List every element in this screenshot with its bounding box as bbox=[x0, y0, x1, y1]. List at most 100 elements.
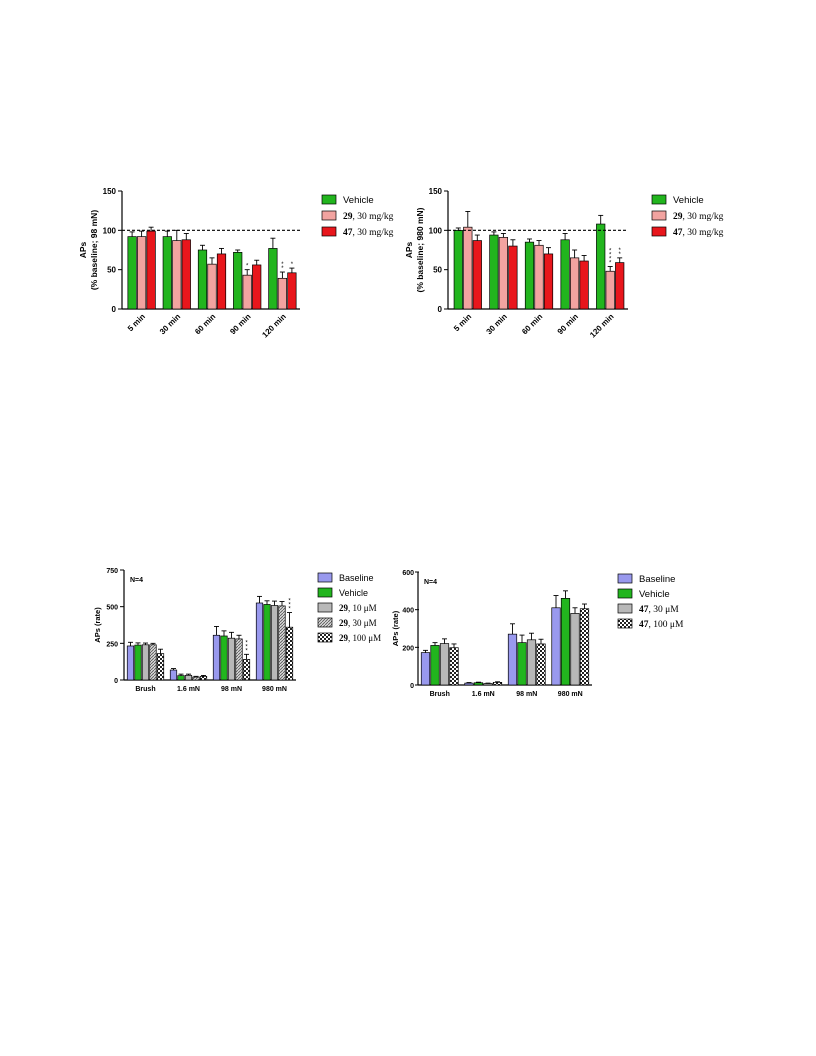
legend-swatch-vehicle bbox=[317, 587, 333, 598]
bar-29-100-m-98-mn bbox=[242, 659, 251, 681]
bar-47-30-mg-kg-5-min bbox=[472, 240, 482, 310]
bar-vehicle-120-min bbox=[268, 248, 278, 310]
legend-swatch-vehicle bbox=[617, 588, 633, 599]
legend-swatch-vehicle bbox=[651, 194, 667, 205]
bar-vehicle-30-min bbox=[162, 236, 172, 310]
n-label: N=4 bbox=[130, 577, 143, 584]
x-tick-label: 120 min bbox=[588, 312, 616, 340]
bar-47-30-mg-kg-30-min bbox=[508, 245, 518, 310]
bar-29-30-mg-kg-30-min bbox=[498, 237, 509, 310]
bar-vehicle-brush bbox=[134, 644, 142, 681]
legend-swatch-29-30-mg-kg bbox=[321, 210, 337, 221]
y-tick-label: 750 bbox=[106, 568, 118, 575]
bar-47-30-mg-kg-120-min bbox=[287, 272, 297, 310]
x-tick-label: 1.6 mN bbox=[472, 691, 495, 698]
y-tick-label: 250 bbox=[106, 641, 118, 648]
bar-29-30-mg-kg-120-min bbox=[277, 277, 287, 310]
legend-label-29-30-m: 29, 30 μM bbox=[339, 618, 377, 628]
bar-baseline-1-6-mn bbox=[169, 669, 178, 681]
x-tick-label: 1.6 mN bbox=[177, 686, 200, 693]
n-label: N=4 bbox=[424, 579, 437, 586]
bar-29-100-m-brush bbox=[156, 653, 165, 681]
y-tick-label: 100 bbox=[103, 226, 117, 235]
y-tick-label: 600 bbox=[402, 570, 414, 577]
bar-vehicle-5-min bbox=[127, 236, 137, 310]
x-tick-label: 98 mN bbox=[221, 686, 242, 693]
x-tick-label: 30 min bbox=[158, 312, 182, 336]
bar-47-100-m-98-mn bbox=[536, 643, 546, 686]
y-tick-label: 0 bbox=[112, 305, 117, 314]
bar-29-30-mg-kg-60-min bbox=[534, 244, 544, 310]
legend-label-47-100-m: 47, 100 μM bbox=[639, 620, 684, 630]
bar-29-30-mg-kg-5-min bbox=[136, 236, 147, 310]
bar-29-30-mg-kg-90-min bbox=[570, 257, 580, 310]
legend-swatch-baseline bbox=[317, 572, 333, 583]
bar-47-30-mg-kg-60-min bbox=[216, 253, 227, 310]
chart-compound-29-rate: 0 250 500 750 APs (rate) N=4 Brush 1.6 mN 98 mN 9… bbox=[88, 562, 418, 719]
legend-label-vehicle: Vehicle bbox=[339, 588, 368, 598]
x-tick-label: 90 min bbox=[556, 312, 580, 336]
bar-47-30-m-980-mn bbox=[570, 613, 580, 686]
bar-47-30-mg-kg-5-min bbox=[146, 230, 156, 310]
bar-vehicle-60-min bbox=[524, 241, 535, 310]
x-tick-label: 60 min bbox=[193, 312, 217, 336]
bar-29-30-m-1-6-mn bbox=[192, 676, 200, 681]
legend-label-29-30-mg-kg: 29, 30 mg/kg bbox=[343, 212, 394, 222]
bar-baseline-980-mn bbox=[551, 607, 561, 686]
legend-swatch-29-30-m bbox=[317, 617, 333, 628]
bar-29-10-m-1-6-mn bbox=[184, 674, 193, 681]
significance-marker: * * * bbox=[288, 599, 291, 613]
legend-label-29-30-mg-kg: 29, 30 mg/kg bbox=[673, 212, 724, 222]
chart-98mn-time-course: 0 50 100 150 APs (% baseline; 98 mN) 5 min 30 m… bbox=[76, 182, 396, 352]
y-tick-label: 150 bbox=[103, 187, 117, 196]
bar-vehicle-120-min bbox=[596, 223, 606, 310]
y-tick-label: 400 bbox=[402, 608, 414, 615]
bar-47-30-m-98-mn bbox=[526, 639, 537, 686]
bar-vehicle-90-min bbox=[560, 239, 570, 310]
y-axis-label-line2: (% baseline; 98 mN) bbox=[89, 210, 99, 290]
significance-marker: * bbox=[246, 264, 249, 270]
legend-label-47-30-m: 47, 30 μM bbox=[639, 605, 679, 615]
legend-label-29-10-m: 29, 10 μM bbox=[339, 603, 377, 613]
bar-chart-980mn: 0 50 100 150 APs (% baseline; 980 mN) 5 min 30 … bbox=[404, 187, 724, 340]
bar-vehicle-1-6-mn bbox=[177, 675, 185, 681]
significance-marker: * * * * bbox=[609, 249, 612, 267]
x-tick-label: Brush bbox=[430, 691, 450, 698]
y-tick-label: 100 bbox=[429, 226, 443, 235]
x-tick-label: 5 min bbox=[452, 312, 473, 333]
legend-swatch-47-30-m bbox=[617, 603, 633, 614]
bar-vehicle-brush bbox=[430, 645, 440, 686]
y-tick-label: 200 bbox=[402, 645, 414, 652]
bar-29-30-m-brush bbox=[149, 644, 157, 681]
bar-chart-98mn: 0 50 100 150 APs (% baseline; 98 mN) 5 min 30 m… bbox=[78, 187, 394, 339]
bar-29-100-m-980-mn bbox=[285, 626, 294, 681]
legend-label-vehicle: Vehicle bbox=[673, 195, 704, 206]
chart-980mn-time-course: 0 50 100 150 APs (% baseline; 980 mN) 5 min 30 … bbox=[402, 182, 742, 352]
bar-47-30-mg-kg-90-min bbox=[252, 264, 262, 310]
bar-vehicle-980-mn bbox=[560, 598, 571, 686]
bar-47-100-m-980-mn bbox=[579, 608, 590, 686]
bar-47-100-m-brush bbox=[449, 647, 459, 686]
bar-baseline-brush bbox=[126, 645, 135, 681]
bar-29-30-mg-kg-30-min bbox=[172, 240, 182, 310]
significance-marker: * bbox=[291, 262, 294, 268]
legend-label-47-30-mg-kg: 47, 30 mg/kg bbox=[673, 228, 724, 238]
bar-baseline-brush bbox=[420, 652, 431, 686]
bar-vehicle-98-mn bbox=[517, 642, 527, 686]
bar-29-10-m-brush bbox=[141, 644, 150, 681]
chart-47-y-axis-labels: 0 200 400 600 APs (rate) bbox=[391, 570, 419, 690]
x-tick-label: 60 min bbox=[520, 312, 544, 336]
bar-chart-compound-29: 0 250 500 750 APs (rate) N=4 Brush 1.6 mN 98 mN 9… bbox=[93, 568, 381, 693]
x-tick-label: 90 min bbox=[228, 312, 252, 336]
bar-29-30-mg-kg-5-min bbox=[463, 226, 473, 310]
bar-baseline-980-mn bbox=[255, 602, 264, 681]
y-axis-label: APs (rate) bbox=[93, 607, 102, 643]
x-tick-label: Brush bbox=[135, 686, 155, 693]
bar-47-30-mg-kg-90-min bbox=[579, 260, 589, 310]
x-tick-label: 5 min bbox=[126, 312, 147, 333]
bar-47-30-mg-kg-120-min bbox=[615, 262, 625, 310]
bar-baseline-1-6-mn bbox=[464, 682, 474, 686]
x-tick-label: 980 mN bbox=[262, 686, 287, 693]
bar-chart-compound-47: N=4 Brush 1.6 mN 98 mN 980 mN Baseline Vehicle… bbox=[417, 572, 684, 698]
bar-47-100-m-1-6-mn bbox=[492, 682, 503, 686]
